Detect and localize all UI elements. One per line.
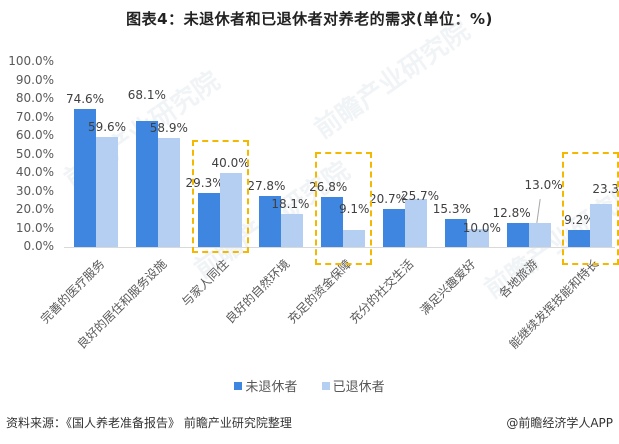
bar-retired [157, 138, 180, 247]
data-label: 27.8% [247, 178, 286, 193]
bar-retired [590, 203, 613, 247]
bar-unretired [321, 197, 344, 247]
data-label: 25.7% [400, 189, 440, 204]
bar-retired [528, 222, 551, 247]
y-tick-label: 40.0% [15, 165, 54, 179]
bar-unretired [568, 229, 591, 247]
bar-unretired [259, 195, 282, 247]
bar-chart: 前瞻产业研究院 前瞻产业研究院 前瞻产业研究院 前瞻产业研究院 0.0%10.0… [8, 16, 619, 352]
y-tick-label: 0.0% [23, 239, 55, 253]
bar-unretired [383, 208, 405, 247]
watermark: 前瞻产业研究院 [309, 16, 476, 146]
data-label: 9.2% [564, 212, 595, 227]
legend-item-retired: 已退休者 [321, 376, 385, 395]
chart-title: 图表4：未退休者和已退休者对养老的需求(单位：%) [126, 10, 493, 28]
y-tick-label: 70.0% [15, 109, 54, 124]
data-label: 10.0% [462, 220, 501, 235]
data-label: 68.1% [127, 88, 166, 102]
data-label: 58.9% [149, 121, 188, 136]
legend-label: 未退休者 [245, 380, 298, 395]
legend-label: 已退休者 [332, 380, 385, 395]
bar-retired [219, 173, 242, 247]
x-axis-line [64, 247, 615, 248]
bar-unretired [135, 121, 158, 247]
y-tick-label: 10.0% [15, 220, 54, 235]
data-label: 29.3% [185, 175, 224, 190]
bar-retired [466, 228, 489, 247]
bar-retired [96, 136, 118, 247]
y-tick-label: 100.0% [8, 54, 54, 68]
x-tick-label: 与家人同住 [178, 256, 231, 310]
bar-unretired [444, 218, 467, 247]
y-tick-label: 90.0% [15, 72, 54, 87]
highlight-box [315, 152, 373, 265]
highlight-box [562, 152, 619, 265]
x-tick-label: 充足的资金保障 [285, 256, 355, 327]
legend-item-unretired: 未退休者 [234, 376, 297, 395]
credit-note: @前瞻经济学人APP [506, 416, 613, 430]
legend-swatch [321, 381, 330, 390]
data-label: 26.8% [309, 180, 348, 195]
data-label: 18.1% [271, 196, 310, 211]
data-label: 15.3% [432, 201, 471, 216]
x-tick-label: 充分的社交生活 [347, 256, 417, 327]
y-tick-label: 50.0% [15, 146, 54, 161]
x-tick-label: 满足兴趣爱好 [417, 256, 479, 318]
bar-retired [281, 213, 304, 247]
bar-retired [343, 230, 366, 247]
legend-swatch [234, 381, 243, 390]
legend: 未退休者 已退休者 [0, 376, 619, 395]
data-label: 9.1% [338, 202, 370, 217]
highlight-box [191, 140, 249, 253]
x-tick-label: 各地旅游 [496, 256, 540, 301]
data-label: 13.0% [524, 177, 563, 192]
data-label: 59.6% [87, 119, 127, 134]
label-leader-line [535, 199, 541, 223]
bar-retired [405, 199, 427, 247]
y-tick-label: 30.0% [15, 183, 54, 198]
bar-unretired [506, 223, 529, 247]
y-tick-label: 20.0% [15, 202, 54, 216]
x-tick-label: 良好的自然环境 [223, 256, 293, 327]
y-tick-label: 60.0% [15, 128, 54, 142]
bar-unretired [197, 192, 220, 247]
bar-unretired [74, 108, 96, 247]
data-label: 20.7% [368, 191, 408, 206]
data-label: 74.6% [65, 91, 105, 106]
data-label: 40.0% [211, 156, 250, 170]
source-note: 资料来源：《国人养老准备报告》 前瞻产业研究院整理 [6, 416, 292, 430]
y-tick-label: 80.0% [15, 91, 54, 105]
data-label: 12.8% [492, 206, 531, 221]
data-label: 23.3% [592, 181, 619, 196]
